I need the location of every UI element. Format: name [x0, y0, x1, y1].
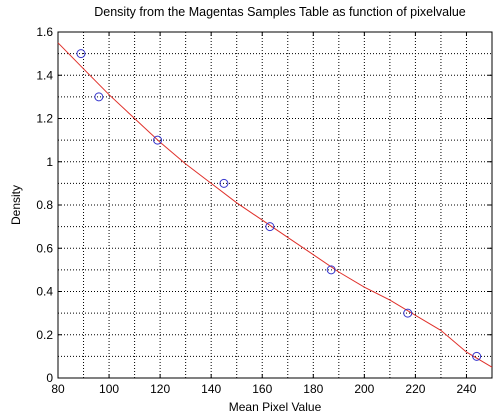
- data-points: [76, 49, 482, 361]
- x-axis-label: Mean Pixel Value: [229, 400, 322, 414]
- y-axis: 0 0.2 0.4 0.6 0.8 1 1.2 1.4 1.6: [36, 25, 492, 385]
- x-tick-label: 80: [51, 382, 65, 396]
- data-point: [94, 92, 104, 102]
- chart-title: Density from the Magentas Samples Table …: [94, 5, 466, 19]
- y-tick-label: 0: [46, 371, 53, 385]
- x-tick-label: 140: [201, 382, 221, 396]
- x-tick-label: 160: [252, 382, 272, 396]
- x-tick-label: 220: [405, 382, 425, 396]
- y-tick-label: 1.2: [36, 112, 53, 126]
- x-tick-label: 180: [303, 382, 323, 396]
- data-point: [403, 308, 413, 318]
- data-point: [265, 222, 275, 232]
- fit-line: [57, 42, 493, 368]
- data-point: [153, 135, 163, 145]
- y-tick-label: 1.4: [36, 68, 53, 82]
- grid: [58, 32, 492, 378]
- x-tick-label: 240: [456, 382, 476, 396]
- data-point: [76, 49, 86, 59]
- data-point: [326, 265, 336, 275]
- fit-curve: [57, 42, 493, 368]
- x-axis: 80 100 120 140 160 180 200 220 240: [51, 32, 477, 396]
- y-tick-label: 0.6: [36, 241, 53, 255]
- y-tick-label: 1.6: [36, 25, 53, 39]
- y-tick-label: 1: [46, 155, 53, 169]
- x-tick-label: 100: [99, 382, 119, 396]
- y-axis-label: Density: [9, 185, 23, 225]
- data-point: [472, 351, 482, 361]
- y-tick-label: 0.2: [36, 328, 53, 342]
- x-tick-label: 200: [354, 382, 374, 396]
- data-point: [219, 178, 229, 188]
- y-tick-label: 0.8: [36, 198, 53, 212]
- y-tick-label: 0.4: [36, 285, 53, 299]
- x-tick-label: 120: [150, 382, 170, 396]
